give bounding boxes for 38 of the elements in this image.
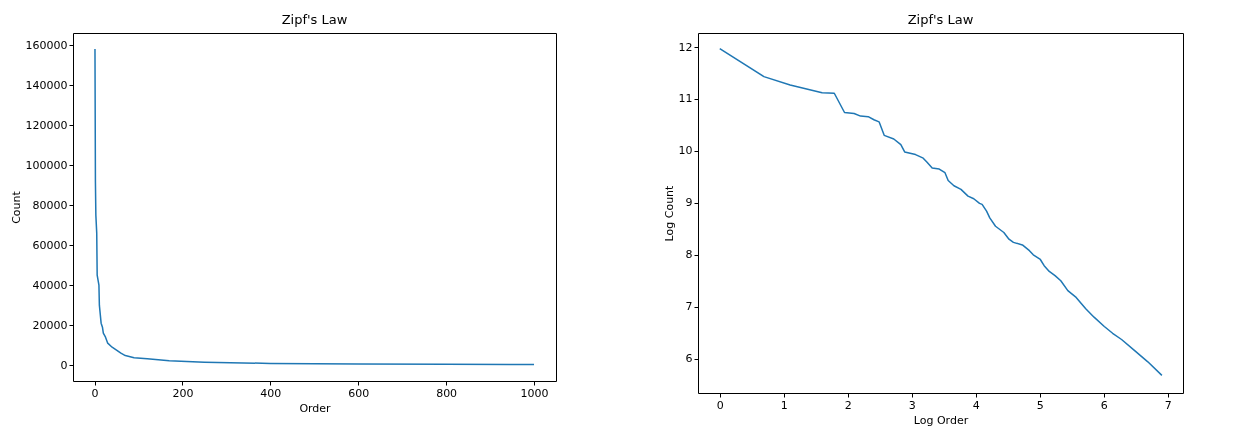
x-tick-label: 4 (972, 398, 980, 412)
y-tick-label: 100000 (25, 158, 68, 172)
y-axis-title: Log Count (662, 184, 676, 242)
y-axis-title: Count (9, 190, 23, 224)
x-tick-label: 400 (260, 386, 282, 400)
chart-title: Zipf's Law (907, 12, 974, 27)
x-tick-label: 0 (716, 398, 724, 412)
x-tick-label: 7 (1164, 398, 1172, 412)
y-tick-label: 12 (678, 40, 693, 54)
y-tick-label: 140000 (25, 78, 68, 92)
x-tick-label: 1000 (520, 386, 549, 400)
y-tick-label: 6 (685, 352, 693, 366)
y-tick-label: 8 (685, 248, 693, 262)
y-tick-label: 7 (685, 300, 693, 314)
y-tick-label: 10 (678, 144, 693, 158)
x-tick-label: 1 (780, 398, 788, 412)
y-tick-label: 9 (685, 196, 693, 210)
y-tick-label: 0 (60, 358, 68, 372)
x-tick-label: 5 (1036, 398, 1044, 412)
x-tick-label: 600 (348, 386, 370, 400)
y-tick-label: 80000 (32, 198, 68, 212)
y-tick-label: 160000 (25, 38, 68, 52)
x-tick-label: 800 (436, 386, 458, 400)
x-axis-title: Order (299, 401, 332, 415)
y-tick-label: 60000 (32, 238, 68, 252)
y-tick-label: 20000 (32, 318, 68, 332)
x-tick-label: 200 (172, 386, 194, 400)
y-tick-label: 120000 (25, 118, 68, 132)
y-tick-label: 40000 (32, 278, 68, 292)
line-series (94, 48, 535, 366)
x-tick-label: 2 (844, 398, 852, 412)
x-tick-label: 6 (1100, 398, 1108, 412)
line-series (719, 47, 1163, 377)
chart-title: Zipf's Law (281, 12, 348, 27)
y-tick-label: 11 (678, 92, 693, 106)
x-tick-label: 3 (908, 398, 916, 412)
x-axis-title: Log Order (913, 413, 969, 427)
x-tick-label: 0 (91, 386, 99, 400)
